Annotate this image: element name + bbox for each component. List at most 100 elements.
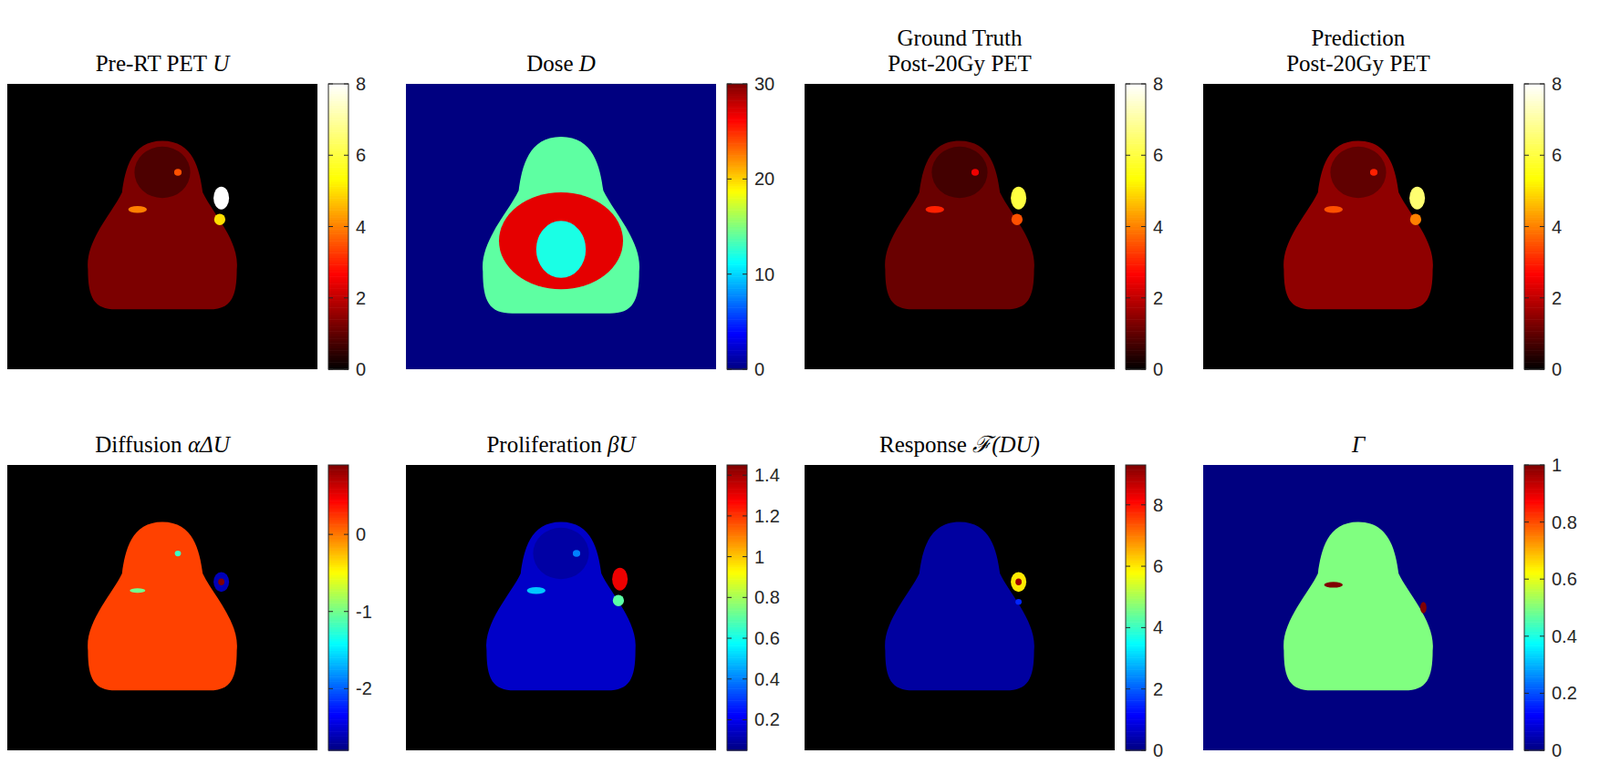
colorbar: 02468 xyxy=(1524,73,1562,380)
panel: Pre-RT PET U02468 xyxy=(7,51,366,380)
colorbar-tick xyxy=(1539,226,1545,228)
colorbar-tick xyxy=(1539,693,1545,695)
colorbar-label: 0.2 xyxy=(1551,683,1578,704)
cell-region xyxy=(1283,522,1434,692)
colorbar-tick xyxy=(742,515,748,517)
cell-region xyxy=(1015,579,1022,587)
colorbar-label: 8 xyxy=(1153,495,1164,516)
colorbar-label: 30 xyxy=(754,73,775,94)
colorbar-tick xyxy=(742,369,748,371)
colorbar-tick xyxy=(1125,566,1131,568)
colorbar-frame xyxy=(1524,83,1545,370)
colorbar-label: 0 xyxy=(754,359,765,380)
colorbar-tick xyxy=(328,534,333,536)
colorbar-label: 8 xyxy=(1153,73,1164,94)
cell-region xyxy=(1011,213,1023,226)
colorbar-tick xyxy=(1141,688,1146,690)
panel: Dose D0102030 xyxy=(405,51,775,380)
colorbar-label: 6 xyxy=(1551,145,1562,166)
title-part: ℱ(DU) xyxy=(966,432,1040,458)
colorbar-tick xyxy=(1125,297,1131,299)
panel: Response ℱ(DU) 02468 xyxy=(804,432,1164,761)
colorbar-tick xyxy=(1539,521,1545,523)
colorbar: 02468 xyxy=(1125,465,1164,761)
cell-region xyxy=(498,192,624,290)
colorbar-tick xyxy=(1539,369,1545,371)
image xyxy=(405,465,717,751)
colorbar-tick xyxy=(1141,226,1146,228)
colorbar-tick xyxy=(1125,627,1131,629)
colorbar-tick xyxy=(1539,297,1545,299)
colorbar-label: 1 xyxy=(754,547,765,568)
cell-region xyxy=(7,465,318,751)
panel: PredictionPost-20Gy PET02468 xyxy=(1203,25,1562,380)
colorbar-tick xyxy=(1141,627,1146,629)
colorbar-tick xyxy=(343,688,349,690)
colorbar-label: -1 xyxy=(355,602,373,623)
colorbar-tick xyxy=(1539,465,1545,467)
cell-region xyxy=(1010,571,1027,593)
cell-region xyxy=(405,465,717,751)
cell-region xyxy=(214,213,226,226)
colorbar-tick xyxy=(727,273,732,275)
colorbar-tick xyxy=(1125,750,1131,752)
cell-region xyxy=(1283,141,1434,311)
cell-region xyxy=(804,83,1115,370)
colorbar-tick xyxy=(727,475,732,477)
cell-region xyxy=(486,522,636,692)
panel: Proliferation βU0.20.40.60.811.21.4 xyxy=(405,432,780,752)
panel-title: Diffusion αΔU xyxy=(94,432,231,458)
cell-region xyxy=(804,465,1115,751)
colorbar-label: 4 xyxy=(1551,217,1562,238)
colorbar-tick xyxy=(1141,155,1146,156)
panel-title: Ground Truth xyxy=(897,25,1023,51)
colorbar-label: 0 xyxy=(355,524,366,545)
cell-region xyxy=(87,522,238,692)
cell-region xyxy=(1015,599,1022,605)
cell-region xyxy=(1203,83,1514,370)
title-part: αΔU xyxy=(182,432,232,458)
colorbar-frame xyxy=(328,465,349,751)
cell-region xyxy=(1324,581,1343,588)
colorbar-frame xyxy=(727,83,748,370)
panel-title: Prediction xyxy=(1311,25,1406,51)
colorbar-label: 0 xyxy=(1153,359,1164,380)
title-part: U xyxy=(207,51,231,76)
panel-title: Proliferation βU xyxy=(486,432,637,458)
colorbar-tick xyxy=(1524,465,1529,467)
colorbar-label: 0.8 xyxy=(754,587,780,608)
cell-region xyxy=(884,522,1035,692)
cell-region xyxy=(134,146,190,198)
colorbar-tick xyxy=(1539,750,1545,752)
colorbar-tick xyxy=(328,226,333,228)
colorbar-tick xyxy=(727,597,732,599)
panel: Ground TruthPost-20Gy PET02468 xyxy=(804,25,1164,380)
colorbar-tick xyxy=(1141,566,1146,568)
colorbar-tick xyxy=(1125,226,1131,228)
colorbar-tick xyxy=(1524,635,1529,637)
colorbar-tick xyxy=(1539,635,1545,637)
colorbar-label: 4 xyxy=(1153,617,1164,638)
image xyxy=(1203,83,1514,370)
panel-title: Dose D xyxy=(526,51,596,76)
title-part: Diffusion xyxy=(94,432,183,458)
colorbar-tick xyxy=(1539,155,1545,156)
cell-region xyxy=(1203,465,1514,751)
colorbar-label: -2 xyxy=(355,678,373,699)
colorbar-tick xyxy=(343,297,349,299)
panel-title: Post-20Gy PET xyxy=(887,51,1032,76)
colorbar-label: 0 xyxy=(1551,359,1562,380)
image xyxy=(7,83,318,370)
colorbar-tick xyxy=(328,611,333,613)
colorbar-tick xyxy=(727,678,732,680)
colorbar-label: 1.4 xyxy=(754,465,780,486)
colorbar-tick xyxy=(1524,579,1529,581)
colorbar-tick xyxy=(742,178,748,180)
colorbar-tick xyxy=(742,83,748,85)
cell-region xyxy=(1410,213,1422,226)
title-part: Pre-RT xyxy=(95,51,162,76)
title-part: Response xyxy=(879,432,967,458)
image xyxy=(405,83,717,370)
cell-region xyxy=(1010,187,1027,210)
colorbar-label: 6 xyxy=(1153,145,1164,166)
